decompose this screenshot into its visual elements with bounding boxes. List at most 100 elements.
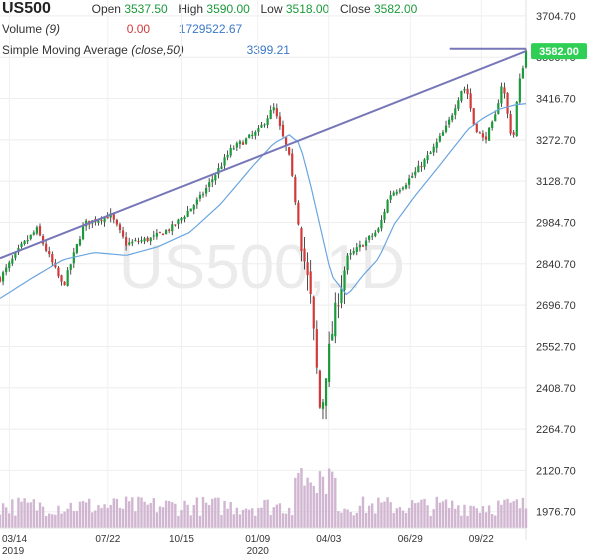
candle-body [497, 103, 500, 115]
x-tick-label: 07/22 [95, 534, 120, 545]
candle-body [374, 232, 377, 237]
volume-bar [201, 496, 205, 528]
candle-body [380, 219, 383, 229]
x-tick-label: 04/03 [316, 534, 341, 545]
volume-bar [14, 515, 17, 528]
ohlc-row: US500 Open 3537.50 High 3590.00 Low 3518… [2, 0, 417, 18]
candle-body [63, 281, 66, 286]
volume-bar [475, 508, 478, 528]
y-tick-label: 2552.70 [536, 341, 576, 353]
x-tick-year: 2020 [247, 546, 270, 557]
candle-body [60, 275, 63, 282]
candle-body [340, 288, 343, 304]
candle-body [186, 211, 189, 217]
candle-body [45, 243, 48, 251]
candle-body [112, 213, 115, 220]
close-label: Close [339, 2, 371, 16]
candle-body [14, 252, 17, 258]
volume-bar [423, 498, 426, 528]
high-label: High [178, 2, 204, 16]
candle-body [260, 124, 263, 128]
candle-body [165, 230, 168, 234]
candle-body [487, 127, 491, 141]
candle-body [460, 90, 463, 101]
candle-body [41, 235, 45, 244]
candle-body [423, 159, 426, 168]
candle-body [125, 237, 128, 246]
candle-body [201, 194, 205, 196]
volume-value: 1729522.67 [178, 22, 243, 36]
volume-bar [198, 515, 202, 528]
volume-bar [380, 502, 383, 528]
x-tick-label: 09/22 [469, 534, 494, 545]
candle-body [457, 100, 460, 109]
last-price-label: 3582.00 [539, 46, 579, 58]
volume-bar [254, 515, 257, 528]
volume-bar [352, 515, 355, 528]
volume-bar [41, 506, 45, 528]
candle-body [472, 108, 475, 125]
volume-bar [23, 498, 26, 528]
candle-body [377, 228, 380, 232]
candle-body [303, 248, 306, 262]
volume-bar [238, 514, 242, 528]
candle-body [346, 255, 349, 271]
candle-body [137, 241, 140, 243]
y-tick-label: 2696.70 [536, 300, 576, 312]
volume-bar [115, 498, 119, 528]
volume-bar [171, 502, 174, 528]
candle-body [451, 115, 454, 121]
volume-bar [84, 502, 88, 528]
candle-body [235, 143, 238, 148]
candle-body [494, 114, 497, 122]
volume-bar [44, 515, 48, 528]
y-tick-label: 2120.70 [536, 465, 576, 477]
candle-body [438, 135, 441, 142]
candle-body [447, 119, 451, 125]
volume-bar [331, 471, 334, 528]
symbol-name: US500 [2, 0, 51, 17]
high-value: 3590.00 [206, 2, 250, 16]
candle-body [524, 50, 528, 68]
volume-bar [207, 505, 211, 528]
volume-bar [524, 508, 528, 528]
price-axis[interactable]: 3704.703560.703416.703272.703128.702984.… [536, 11, 576, 519]
candle-body [441, 132, 445, 136]
trendline[interactable] [0, 50, 527, 260]
candle-body [484, 136, 488, 140]
volume-bar [275, 504, 279, 528]
candle-body [515, 101, 518, 136]
candle-body [509, 114, 512, 134]
candle-body [198, 194, 202, 199]
volume-bar [109, 504, 112, 528]
candle-body [349, 253, 352, 255]
volume-bar [143, 501, 146, 528]
candle-body [435, 141, 438, 148]
volume-bar [131, 497, 134, 528]
volume-bar [124, 496, 128, 528]
candle-body [5, 267, 8, 273]
volume-bar [441, 501, 445, 528]
volume-period: (9) [45, 22, 61, 36]
volume-bar [220, 514, 223, 528]
candle-body [131, 241, 134, 244]
volume-bar [103, 504, 106, 528]
volume-bar [386, 497, 389, 528]
candle-body [343, 270, 346, 290]
volume-bar [0, 514, 2, 528]
sma-params: (close,50) [131, 43, 184, 57]
candle-body [100, 219, 103, 221]
candle-body [106, 216, 109, 219]
volume-bar [72, 511, 76, 528]
volume-bar [66, 508, 69, 528]
volume-bar [287, 507, 291, 528]
candle-body [324, 378, 328, 406]
volume-bar [97, 505, 100, 528]
volume-bar [17, 497, 20, 528]
volume-bar [223, 500, 226, 528]
volume-bar [340, 512, 343, 528]
volume-bar [364, 512, 368, 528]
last-price-marker: 3582.00 [531, 43, 587, 60]
